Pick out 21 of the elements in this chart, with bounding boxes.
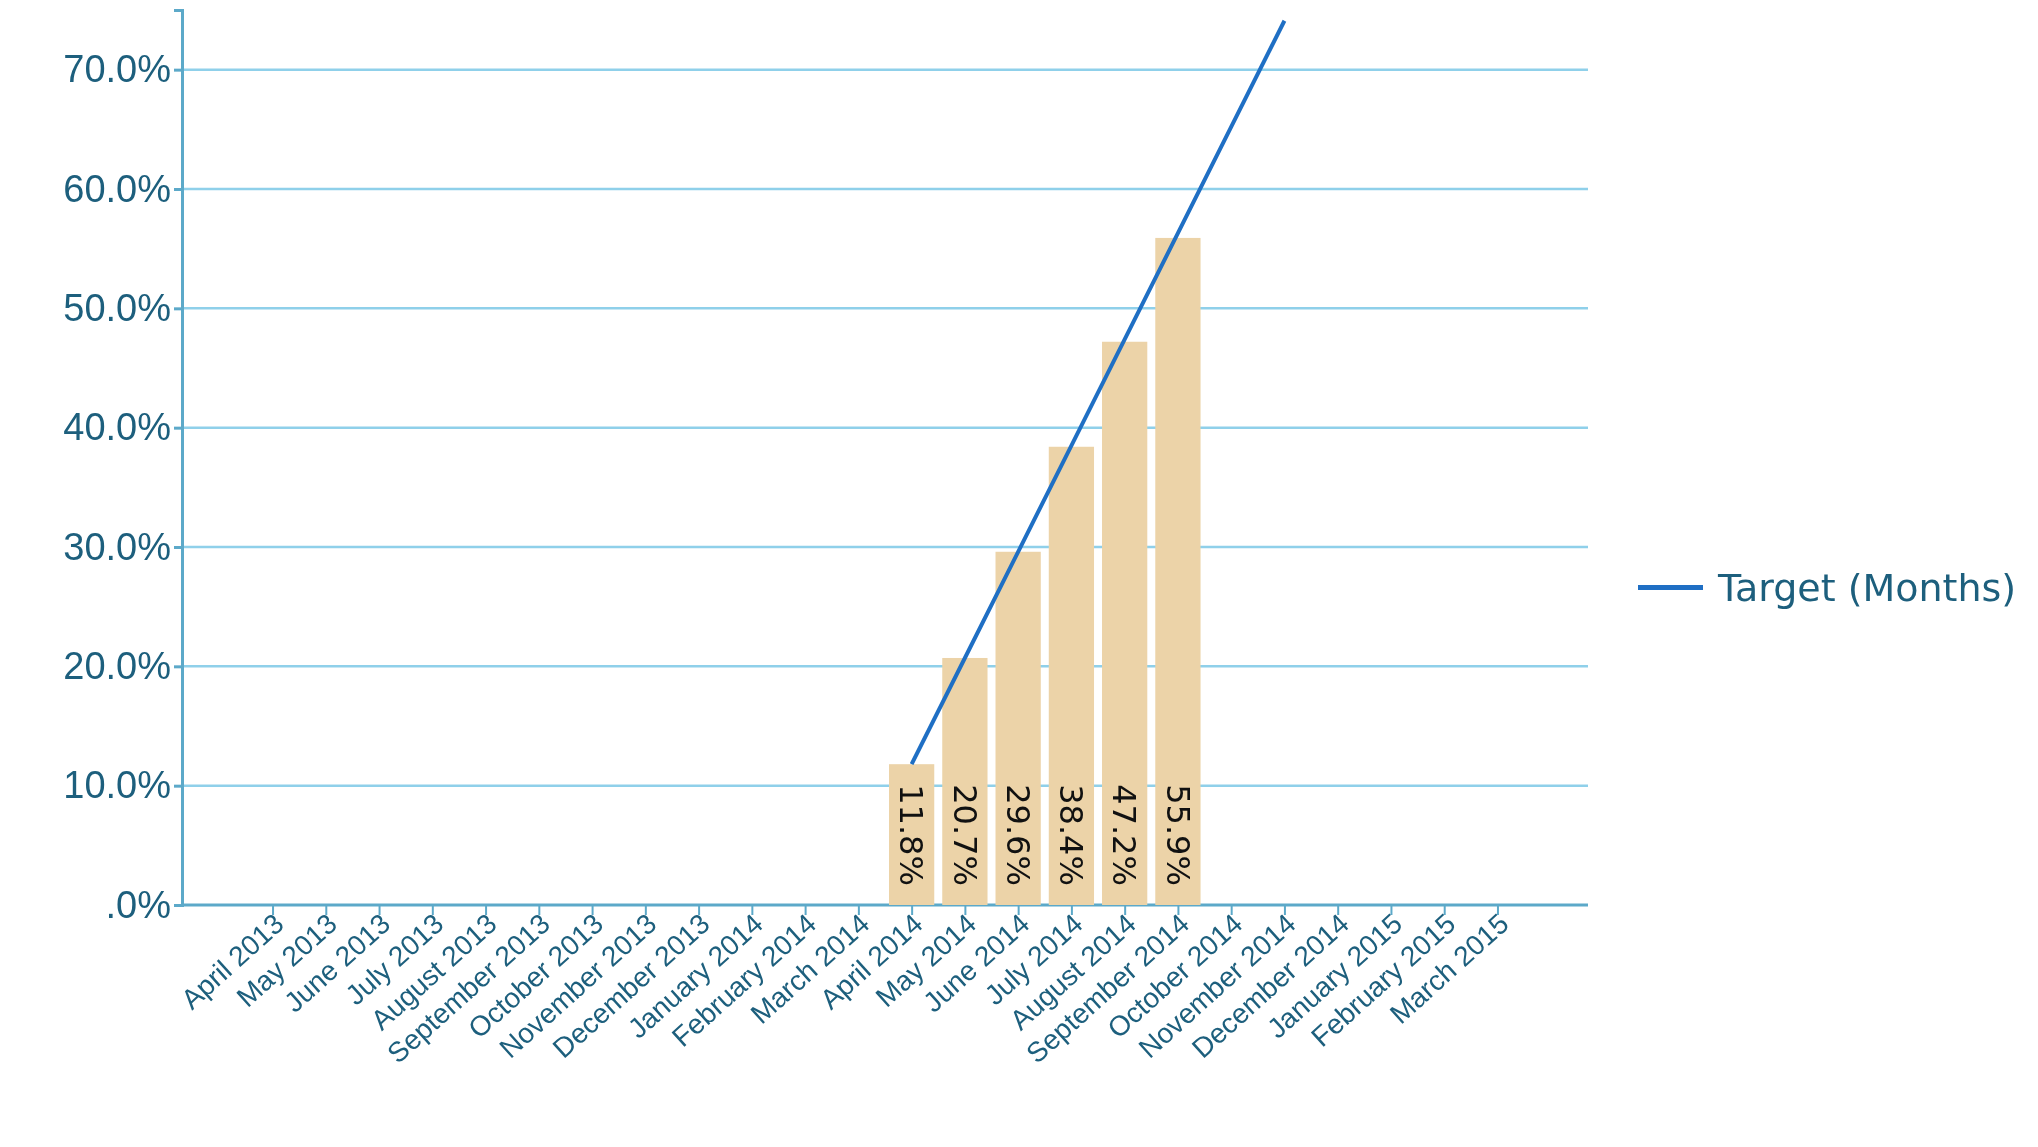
legend-label: Target (Months)	[1717, 565, 2017, 610]
bar	[1155, 237, 1201, 905]
y-tick-label: 70.0%	[63, 48, 171, 91]
data-label: 29.6%	[998, 784, 1037, 886]
bar	[1048, 446, 1095, 905]
data-label: 38.4%	[1052, 784, 1091, 886]
data-label: 47.2%	[1105, 784, 1144, 886]
data-label: 55.9%	[1158, 784, 1197, 886]
data-label: 11.8%	[892, 784, 931, 886]
y-tick-label: .0%	[105, 883, 171, 926]
y-tick-label: 10.0%	[63, 764, 171, 807]
line-series	[909, 18, 1287, 767]
bar	[995, 551, 1041, 905]
y-tick-label: 20.0%	[63, 644, 171, 687]
y-tick-label: 40.0%	[63, 406, 171, 449]
y-tick-label: 60.0%	[63, 167, 171, 210]
y-tick-label: 30.0%	[63, 525, 171, 568]
data-label: 20.7%	[945, 784, 984, 886]
y-tick-label: 50.0%	[63, 286, 171, 329]
bar	[942, 657, 988, 905]
bar	[1102, 341, 1148, 905]
